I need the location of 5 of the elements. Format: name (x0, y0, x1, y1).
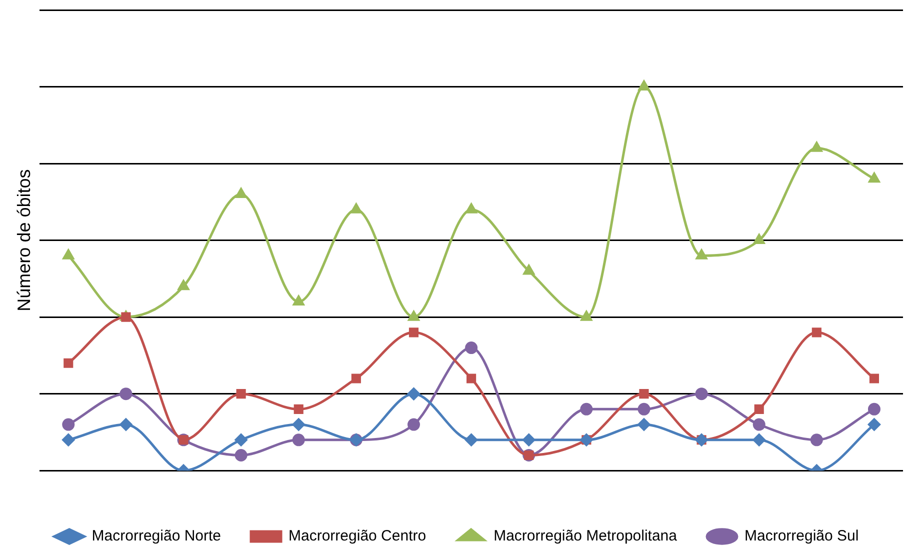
legend-label: Macrorregião Centro (288, 528, 426, 545)
legend-label: Macrorregião Norte (92, 528, 222, 545)
legend-label: Macrorregião Sul (744, 528, 859, 545)
legend-label: Macrorregião Metropolitana (494, 528, 678, 545)
y-axis-title: Número de óbitos (14, 169, 34, 312)
